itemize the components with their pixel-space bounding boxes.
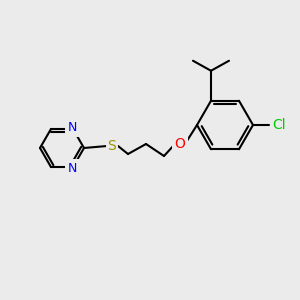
- Text: O: O: [175, 137, 185, 151]
- Text: N: N: [67, 122, 77, 134]
- Text: S: S: [108, 139, 116, 153]
- Text: N: N: [67, 162, 77, 175]
- Text: Cl: Cl: [272, 118, 286, 132]
